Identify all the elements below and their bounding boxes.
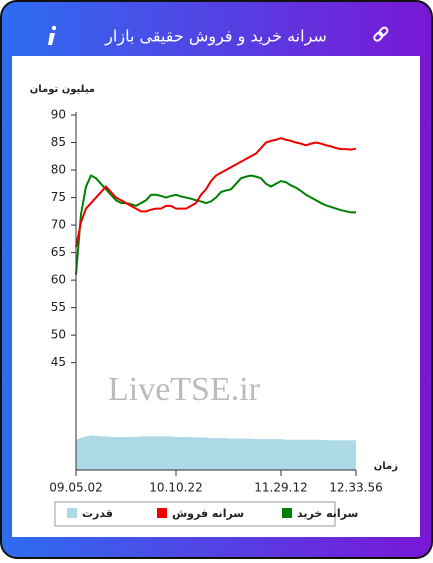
link-icon[interactable]	[373, 26, 389, 42]
x-tick-label: 09.05.02	[49, 481, 102, 495]
watermark: LiveTSE.ir	[108, 371, 261, 408]
legend-label: سرانه فروش	[172, 507, 244, 520]
chart-title: سرانه خرید و فروش حقیقی بازار	[104, 27, 327, 47]
x-axis-label: زمان	[374, 461, 398, 472]
y-tick-label: 55	[51, 300, 66, 314]
x-tick-label: 10.10.22	[149, 481, 202, 495]
legend-swatch	[157, 508, 167, 518]
y-tick-label: 85	[51, 135, 66, 149]
y-tick-label: 65	[51, 245, 66, 259]
plot	[75, 137, 357, 470]
y-tick-label: 70	[51, 218, 66, 232]
y-tick-label: 75	[51, 190, 66, 204]
y-tick-label: 60	[51, 273, 66, 287]
y-axis-label: میلیون تومان	[30, 84, 95, 95]
area	[76, 435, 356, 470]
y-tick-label: 45	[51, 355, 66, 369]
legend-items: سرانه خرید سرانه فروش قدرت	[67, 507, 358, 520]
legend-label: سرانه خرید	[297, 507, 358, 520]
x-tick-label: 11.29.12	[254, 481, 307, 495]
y-tick-label: 90	[51, 108, 66, 122]
line	[75, 137, 357, 248]
legend-swatch	[67, 508, 77, 518]
y-tick-label: 50	[51, 328, 66, 342]
x-tick-label: 12.33.56	[329, 481, 382, 495]
y-tick-label: 80	[51, 163, 66, 177]
line	[75, 174, 356, 275]
info-icon[interactable]	[48, 25, 57, 45]
legend-label: قدرت	[82, 507, 113, 520]
legend-swatch	[282, 508, 292, 518]
